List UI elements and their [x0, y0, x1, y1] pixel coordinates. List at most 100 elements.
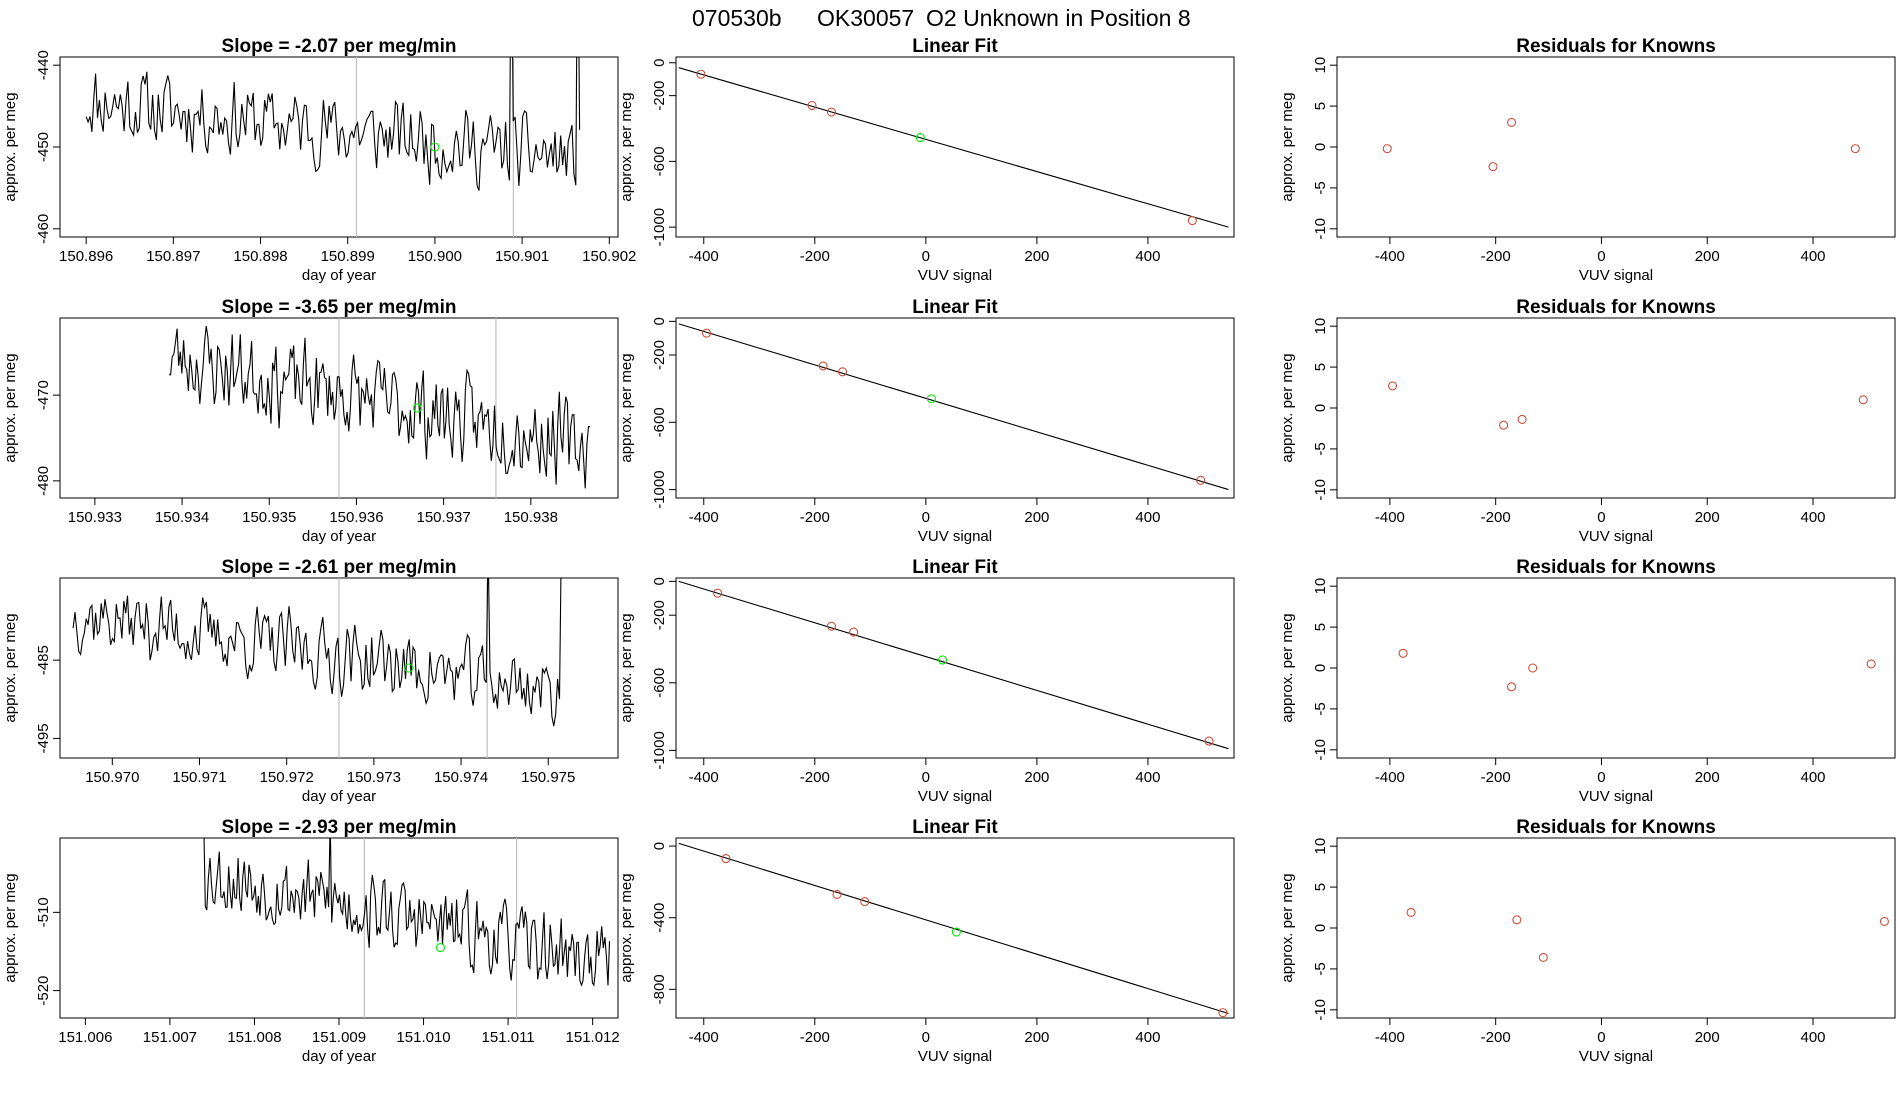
- y-axis: -10 -5 0 5 10: [1312, 578, 1337, 761]
- plot-area: [72, 578, 562, 758]
- known-point: [713, 588, 723, 598]
- y-axis-label: approx. per meg: [618, 92, 635, 201]
- y-tick-label: -470: [35, 380, 52, 410]
- known-point: [701, 328, 712, 338]
- y-tick-label: -485: [35, 645, 52, 675]
- chart-title: Residuals for Knowns: [1516, 36, 1716, 57]
- known-point: [696, 69, 706, 79]
- y-axis-label: approx. per meg: [1279, 92, 1296, 201]
- x-tick-label: 400: [1801, 769, 1826, 786]
- x-tick-label: 151.006: [58, 1029, 112, 1046]
- x-axis-label: day of year: [302, 788, 376, 805]
- x-axis: 150.933 150.934 150.935 150.936 150.937 150.9…: [68, 498, 558, 526]
- x-tick-label: -400: [689, 509, 719, 526]
- y-tick-label: 10: [1312, 57, 1329, 74]
- chart-panel-r2-c2: Linear Fit -400 -200 0 200 400 VUV signal -1000…: [618, 297, 1235, 545]
- known-point: [826, 621, 837, 631]
- y-tick-label: -1000: [651, 208, 668, 246]
- known-point: [826, 107, 837, 117]
- x-tick-label: 150.938: [504, 509, 558, 526]
- plot-frame: [675, 837, 1235, 1019]
- y-axis: -460 -450 -440: [35, 50, 60, 244]
- x-axis: -400 -200 0 200 400: [1375, 237, 1826, 265]
- y-tick-label: -800: [651, 974, 668, 1004]
- x-tick-label: 150.899: [321, 248, 375, 265]
- x-axis-label: VUV signal: [1579, 788, 1653, 805]
- x-tick-label: 200: [1695, 769, 1720, 786]
- x-tick-label: 151.012: [566, 1029, 620, 1046]
- y-tick-label: 0: [1312, 404, 1329, 412]
- x-tick-label: 150.898: [233, 248, 287, 265]
- known-point: [832, 889, 842, 899]
- y-tick-label: 5: [1312, 102, 1329, 110]
- known-point: [1218, 1008, 1228, 1018]
- y-axis: -1000 -600 -200 0: [651, 59, 676, 246]
- y-axis-label: approx. per meg: [1279, 613, 1296, 722]
- time-series-line: [72, 578, 562, 727]
- x-tick-label: -400: [1375, 1029, 1405, 1046]
- y-axis-label: approx. per meg: [618, 353, 635, 462]
- position-description: O2 Unknown in Position 8: [926, 5, 1191, 31]
- x-tick-label: 150.897: [146, 248, 200, 265]
- y-axis-label: approx. per meg: [2, 92, 19, 201]
- y-axis: -10 -5 0 5 10: [1312, 318, 1337, 501]
- chart-title: Linear Fit: [912, 557, 998, 578]
- known-point: [721, 854, 731, 864]
- x-tick-label: 0: [922, 1029, 930, 1046]
- y-tick-label: -10: [1312, 739, 1329, 761]
- y-tick-label: -460: [35, 214, 52, 244]
- x-axis-label: VUV signal: [1579, 528, 1653, 545]
- y-tick-label: 0: [1312, 143, 1329, 151]
- chart-title: Slope = -2.07 per meg/min: [222, 36, 457, 57]
- plot-frame: [1336, 56, 1896, 238]
- y-tick-label: 0: [1312, 664, 1329, 672]
- x-tick-label: 0: [1597, 1029, 1605, 1046]
- unknown-point: [926, 394, 936, 404]
- plot-frame: [59, 837, 619, 1019]
- known-point: [1406, 907, 1416, 918]
- known-point: [1398, 648, 1408, 658]
- unknown-point: [951, 927, 961, 937]
- x-tick-label: -400: [1375, 769, 1405, 786]
- x-tick-label: 200: [1695, 248, 1720, 265]
- y-axis: -480 -470: [35, 380, 60, 496]
- x-tick-label: 150.972: [260, 769, 314, 786]
- y-tick-label: 10: [1312, 578, 1329, 595]
- known-point: [1528, 663, 1538, 673]
- x-axis: 151.006 151.007 151.008 151.009 151.010 151.0…: [58, 1018, 620, 1046]
- plot-area: [678, 842, 1229, 1018]
- y-axis-label: approx. per meg: [1279, 353, 1296, 462]
- chart-panel-r1-c3: Residuals for Knowns -400 -200 0 200 400 VUV s…: [1279, 36, 1896, 284]
- x-tick-label: 0: [922, 769, 930, 786]
- unknown-marker: [430, 142, 440, 152]
- known-point: [1499, 420, 1509, 430]
- known-point: [807, 100, 817, 111]
- x-tick-label: -200: [800, 1029, 830, 1046]
- chart-panel-r1-c2: Linear Fit -400 -200 0 200 400 VUV signal -1000…: [618, 36, 1235, 284]
- chart-title: Linear Fit: [912, 297, 998, 318]
- chart-title: Residuals for Knowns: [1516, 557, 1716, 578]
- x-axis-label: day of year: [302, 267, 376, 284]
- plot-frame: [1336, 317, 1896, 499]
- x-tick-label: 150.974: [434, 769, 488, 786]
- x-axis-label: VUV signal: [918, 267, 992, 284]
- y-axis: -520 -510: [35, 897, 60, 1006]
- x-tick-label: 150.937: [417, 509, 471, 526]
- x-tick-label: 150.975: [521, 769, 575, 786]
- x-tick-label: 0: [922, 509, 930, 526]
- chart-title: Residuals for Knowns: [1516, 817, 1716, 838]
- x-axis: 150.896 150.897 150.898 150.899 150.900 150.9…: [59, 237, 636, 265]
- unknown-point: [937, 655, 948, 665]
- y-tick-label: 0: [651, 317, 668, 325]
- x-tick-label: -200: [1481, 769, 1511, 786]
- run-id: 070530b: [692, 5, 782, 31]
- unknown-marker: [412, 403, 423, 413]
- known-point: [1382, 144, 1392, 154]
- unknown-marker: [435, 943, 446, 953]
- known-point: [1850, 144, 1860, 154]
- y-axis-label: approx. per meg: [2, 353, 19, 462]
- x-tick-label: 400: [1135, 248, 1160, 265]
- x-tick-label: 0: [1597, 248, 1605, 265]
